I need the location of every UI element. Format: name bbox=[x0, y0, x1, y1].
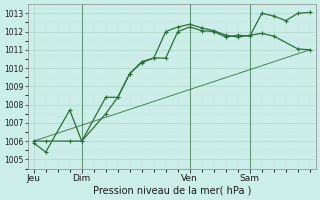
X-axis label: Pression niveau de la mer( hPa ): Pression niveau de la mer( hPa ) bbox=[92, 186, 251, 196]
